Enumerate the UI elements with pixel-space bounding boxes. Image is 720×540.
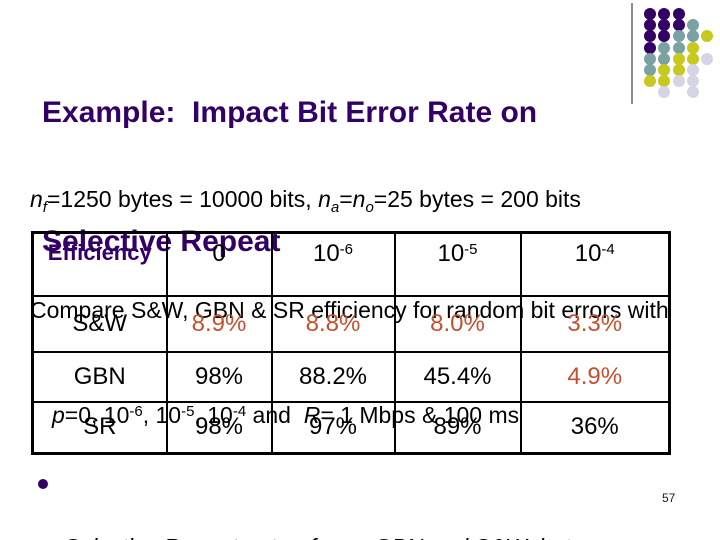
table-row-sr: SR 98% 97% 89% 36%	[31, 401, 671, 454]
header-cell-1e-5: 10-5	[393, 231, 522, 297]
conclusion-text: Selective Repeat outperforms GBN and S&W…	[64, 465, 624, 540]
cell-sr-2: 89%	[393, 401, 522, 454]
table-header-row: Efficiency 0 10-6 10-5 10-4	[31, 231, 671, 297]
cell-gbn-2: 45.4%	[393, 351, 522, 403]
cell-sw-0: 8.9%	[165, 295, 273, 353]
table-row-gbn: GBN 98% 88.2% 45.4% 4.9%	[31, 351, 671, 403]
cell-sr-1: 97%	[270, 401, 396, 454]
cell-sr-0: 98%	[165, 401, 273, 454]
cell-sw-3: 3.3%	[519, 295, 671, 353]
row-label-gbn: GBN	[31, 351, 168, 403]
header-divider-line	[631, 3, 633, 104]
cell-gbn-1: 88.2%	[270, 351, 396, 403]
cell-sw-2: 8.0%	[393, 295, 522, 353]
slide-title-line1: Example: Impact Bit Error Rate on	[42, 96, 538, 129]
efficiency-table: Efficiency 0 10-6 10-5 10-4 S&W 8.9% 8.8…	[31, 231, 671, 455]
header-cell-p0: 0	[165, 231, 273, 297]
header-cell-1e-4: 10-4	[519, 231, 671, 297]
dots-decoration	[644, 8, 715, 99]
table-corner-label: Efficiency	[31, 231, 168, 297]
cell-gbn-0: 98%	[165, 351, 273, 403]
cell-gbn-3: 4.9%	[519, 351, 671, 403]
body-line-parameters: nf=1250 bytes = 10000 bits, na=no=25 byt…	[30, 186, 581, 216]
conclusion-line1: Selective Repeat outperforms GBN and S&W…	[64, 531, 624, 540]
cell-sr-3: 36%	[519, 401, 671, 454]
page-number: 57	[662, 491, 676, 505]
table-row-sw: S&W 8.9% 8.8% 8.0% 3.3%	[31, 295, 671, 353]
row-label-sr: SR	[31, 401, 168, 454]
cell-sw-1: 8.8%	[270, 295, 396, 353]
header-cell-1e-6: 10-6	[270, 231, 396, 297]
bullet-icon	[38, 479, 48, 489]
row-label-sw: S&W	[31, 295, 168, 353]
